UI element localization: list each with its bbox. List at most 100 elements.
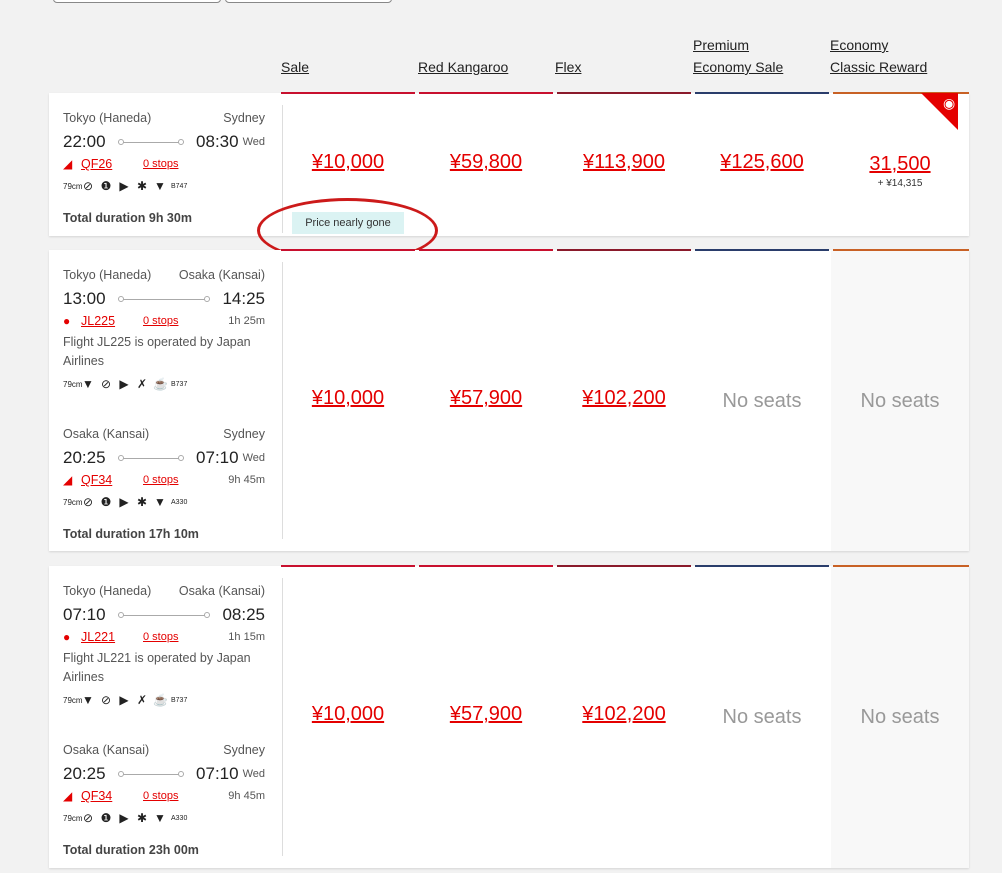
premium-accent: [695, 92, 829, 94]
filter-button-1[interactable]: [53, 0, 221, 3]
entertainment-icon: ▶: [119, 179, 129, 193]
col-header-label-line1[interactable]: Premium: [693, 37, 750, 53]
destination-city: Sydney: [223, 111, 265, 125]
seat-pitch-icon: 79cm: [63, 497, 83, 507]
entertainment-icon: ▶: [119, 495, 129, 509]
flight-number-link[interactable]: QF34: [81, 473, 113, 487]
col-header-premium-economy-sale[interactable]: Premium Economy Sale: [693, 36, 827, 96]
flight-leg-2: Osaka (Kansai) Sydney 20:25 07:10 Wed ◢ …: [63, 427, 265, 511]
sale-accent: [281, 249, 415, 251]
price-red-kangaroo[interactable]: ¥57,900: [449, 703, 523, 725]
flight-leg-1: Tokyo (Haneda) Osaka (Kansai) 13:00 14:2…: [63, 268, 265, 393]
col-header-label[interactable]: Red Kangaroo: [418, 59, 509, 75]
seat-pitch-icon: 79cm: [63, 695, 83, 705]
departure-time: 20:25: [63, 764, 106, 783]
destination-city: Osaka (Kansai): [178, 584, 265, 598]
price-premium-economy-sale[interactable]: ¥125,600: [720, 151, 804, 173]
price-sale[interactable]: ¥10,000: [311, 151, 385, 173]
flight-card-1: Tokyo (Haneda) Sydney 22:00 08:30 Wed ◢ …: [49, 92, 969, 236]
stops-link[interactable]: 0 stops: [143, 790, 179, 802]
col-header-economy-classic-reward[interactable]: Economy Classic Reward: [830, 36, 964, 96]
col-header-label-line2[interactable]: Economy Sale: [693, 59, 784, 75]
no-seats-reward: No seats: [860, 390, 940, 412]
col-header-label-line1[interactable]: Economy: [830, 37, 889, 53]
flight-leg-2: Osaka (Kansai) Sydney 20:25 07:10 Wed ◢ …: [63, 743, 265, 827]
flight-number-link[interactable]: JL221: [81, 630, 116, 644]
aircraft-icon: B747: [171, 182, 188, 190]
usb-icon: ❶: [100, 811, 112, 825]
aircraft-icon: B737: [171, 696, 188, 704]
jal-logo-icon: ●: [63, 630, 71, 644]
route-line: [117, 294, 211, 304]
reward-ribbon: [921, 93, 958, 130]
aircraft-icon: A330: [171, 814, 188, 822]
flight-number-link[interactable]: QF26: [81, 157, 113, 171]
stops-link[interactable]: 0 stops: [143, 474, 179, 486]
destination-city: Sydney: [223, 743, 265, 757]
price-flex[interactable]: ¥113,900: [583, 151, 665, 173]
origin-city: Osaka (Kansai): [63, 427, 150, 441]
flight-leg-1: Tokyo (Haneda) Osaka (Kansai) 07:10 08:2…: [63, 584, 265, 709]
flight-number-link[interactable]: QF34: [81, 789, 113, 803]
col-header-label-line2[interactable]: Classic Reward: [830, 59, 928, 75]
meal-icon: ✱: [136, 811, 148, 825]
divider: [282, 578, 283, 856]
flex-accent: [557, 249, 691, 251]
arrival-time: 08:30: [196, 132, 239, 151]
reward-points[interactable]: 31,500: [869, 153, 931, 175]
stops-link[interactable]: 0 stops: [143, 315, 179, 327]
col-header-red-kangaroo[interactable]: Red Kangaroo: [418, 36, 552, 96]
drinks-icon: ▼: [154, 495, 166, 509]
no-seats-premium: No seats: [722, 706, 802, 728]
col-header-label[interactable]: Sale: [281, 59, 310, 75]
arrival-time: 08:25: [222, 605, 265, 624]
reward-cash: + ¥14,315: [877, 178, 923, 189]
qantas-logo-icon: ◢: [63, 157, 73, 171]
price-sale[interactable]: ¥10,000: [311, 387, 385, 409]
reward-accent: [833, 92, 969, 94]
leg-duration: 1h 25m: [228, 315, 265, 327]
arrival-time: 14:25: [222, 289, 265, 308]
sale-accent: [281, 565, 415, 567]
stops-link[interactable]: 0 stops: [143, 158, 179, 170]
departure-time: 07:10: [63, 605, 106, 624]
qantas-logo-icon: ◢: [63, 789, 73, 803]
usb-icon: ❶: [100, 179, 112, 193]
route-line: [117, 610, 211, 620]
total-duration: Total duration 17h 10m: [63, 527, 199, 541]
arrival-day: Wed: [242, 452, 265, 464]
seat-pitch-icon: 79cm: [63, 813, 83, 823]
price-red-kangaroo[interactable]: ¥57,900: [449, 387, 523, 409]
divider: [282, 262, 283, 539]
origin-city: Tokyo (Haneda): [63, 584, 152, 598]
price-flex[interactable]: ¥102,200: [582, 703, 666, 725]
no-wifi-icon: ⊘: [82, 811, 94, 825]
usb-icon: ❶: [100, 495, 112, 509]
leg-duration: 9h 45m: [228, 790, 265, 802]
entertainment-icon: ▶: [119, 811, 129, 825]
no-meal-icon: ✗: [136, 693, 148, 707]
col-header-flex[interactable]: Flex: [555, 36, 689, 96]
amenities: 79cm ▼ ⊘ ▶ ✗ ☕ B737: [63, 375, 265, 393]
premium-accent: [695, 565, 829, 567]
destination-city: Osaka (Kansai): [178, 268, 265, 282]
no-usb-icon: ⊘: [100, 693, 112, 707]
arrival-time: 07:10: [196, 764, 239, 783]
flight-number-link[interactable]: JL225: [81, 314, 116, 328]
price-red-kangaroo[interactable]: ¥59,800: [449, 151, 523, 173]
stops-link[interactable]: 0 stops: [143, 631, 179, 643]
price-flex[interactable]: ¥102,200: [582, 387, 666, 409]
no-usb-icon: ⊘: [100, 377, 112, 391]
origin-city: Tokyo (Haneda): [63, 268, 152, 282]
red-kangaroo-accent: [419, 92, 553, 94]
flex-accent: [557, 92, 691, 94]
hot-drink-icon: ☕: [153, 377, 168, 391]
price-sale[interactable]: ¥10,000: [311, 703, 385, 725]
price-classic-reward[interactable]: 31,500 + ¥14,315: [833, 153, 967, 189]
col-header-sale[interactable]: Sale: [281, 36, 415, 96]
red-kangaroo-accent: [419, 565, 553, 567]
entertainment-icon: ▶: [119, 377, 129, 391]
operated-by-note: Flight JL221 is operated by Japan Airlin…: [63, 651, 251, 684]
col-header-label[interactable]: Flex: [555, 59, 582, 75]
filter-button-2[interactable]: [225, 0, 392, 3]
